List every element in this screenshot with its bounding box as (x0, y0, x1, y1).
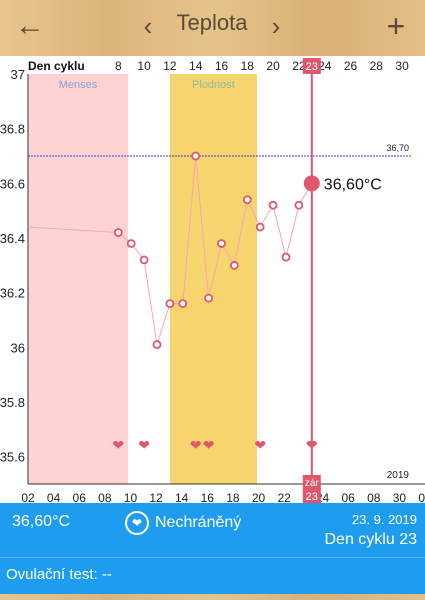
heart-icon: ❤ (254, 437, 266, 453)
previous-button[interactable]: ‹ (134, 6, 162, 46)
arrow-left-icon: ← (15, 9, 45, 42)
top-tick-label: 10 (137, 59, 151, 73)
heart-icon: ❤ (138, 437, 150, 453)
ovulation-test-label: Ovulační test: -- (6, 566, 112, 583)
heart-icon: ❤ (112, 437, 124, 453)
data-point (191, 151, 201, 161)
heart-icon: ❤ (125, 511, 149, 535)
bottom-tick-label: 08 (367, 491, 381, 503)
top-tick-label: 16 (215, 59, 229, 73)
bottom-tick-label: 14 (175, 491, 189, 503)
data-point (268, 200, 278, 210)
top-tick-label: 20 (266, 59, 280, 73)
bottom-tick-label: 02 (418, 491, 425, 503)
top-tick-label: 30 (395, 59, 409, 73)
chevron-left-icon: ‹ (143, 10, 153, 41)
y-tick-label: 35.8 (0, 395, 25, 410)
y-tick-label: 36.8 (0, 122, 25, 137)
selected-day-top-marker (302, 58, 321, 74)
selected-day-marker-label: zár (305, 478, 320, 489)
data-point (165, 299, 175, 309)
y-tick-label: 36.2 (0, 286, 25, 301)
y-tick-label: 36.6 (0, 176, 25, 191)
selected-day-bottom-marker (302, 475, 321, 503)
bottom-tick-label: 30 (393, 491, 407, 503)
bottom-tick-label: 10 (124, 491, 138, 503)
back-button[interactable]: ← (10, 6, 50, 46)
top-tick-label: 28 (370, 59, 384, 73)
top-bar: ← ‹ Teplota › + (0, 0, 425, 52)
y-tick-label: 35.6 (0, 450, 25, 465)
data-point (229, 260, 239, 270)
bottom-tick-label: 02 (21, 491, 35, 503)
top-tick-label: 8 (115, 59, 122, 73)
region-label: Menses (59, 79, 98, 91)
top-tick-label: 18 (241, 59, 255, 73)
top-tick-label: 22 (292, 59, 306, 73)
bottom-tick-label: 20 (252, 491, 266, 503)
info-bar[interactable]: 36,60°C ❤ Nechráněný 23. 9. 2019 Den cyk… (0, 503, 425, 557)
data-point (178, 299, 188, 309)
add-button[interactable]: + (376, 6, 416, 46)
heart-icon: ❤ (306, 437, 318, 453)
y-tick-label: 36 (11, 340, 25, 355)
data-point (204, 293, 214, 303)
page-title: Teplota (176, 10, 248, 35)
heart-icon: ❤ (203, 437, 215, 453)
highlight-point (303, 175, 320, 192)
ovulation-test-row[interactable]: Ovulační test: -- (0, 557, 425, 594)
heart-icon: ❤ (190, 437, 202, 453)
data-point (294, 200, 304, 210)
top-tick-label: 24 (318, 59, 332, 73)
bottom-tick-label: 06 (73, 491, 87, 503)
highlight-label: 36,60°C (324, 176, 382, 193)
top-tick-label: 14 (189, 59, 203, 73)
protection-status[interactable]: ❤ Nechráněný (125, 511, 241, 535)
bottom-tick-label: 18 (226, 491, 240, 503)
data-point (281, 252, 291, 262)
selected-day-bottom-label: 23 (306, 491, 318, 503)
top-axis-label: Den cyklu (28, 59, 85, 73)
data-point (217, 239, 226, 248)
y-tick-label: 36.4 (0, 231, 25, 246)
bottom-tick-label: 08 (98, 491, 112, 503)
top-tick-label: 12 (163, 59, 177, 73)
temperature-chart[interactable]: Menses Plodnost 37 36.8 36.6 36.4 36.2 36 35.8 35… (0, 56, 425, 503)
next-button[interactable]: › (262, 6, 290, 46)
region-label: Plodnost (192, 79, 235, 91)
year-label: 2019 (387, 470, 410, 481)
data-point (113, 228, 123, 237)
bottom-tick-label: 16 (201, 491, 215, 503)
plus-icon: + (386, 7, 406, 44)
cycle-day-value: Den cyklu 23 (324, 531, 418, 548)
region-menses (28, 74, 128, 484)
bottom-tick-label: 12 (149, 491, 163, 503)
selected-day-top-label: 23 (306, 61, 318, 73)
bottom-tick-label: 04 (47, 491, 61, 503)
y-tick-label: 37 (11, 67, 25, 82)
bottom-tick-label: 22 (277, 491, 291, 503)
top-tick-label: 26 (344, 59, 358, 73)
bottom-tick-label: 06 (341, 491, 355, 503)
data-point (255, 222, 265, 232)
data-point (242, 195, 252, 205)
protection-label: Nechráněný (155, 514, 242, 531)
date-value: 23. 9. 2019 (351, 512, 417, 527)
reference-label: 36,70 (386, 143, 409, 153)
chevron-right-icon: › (271, 10, 281, 41)
temperature-value: 36,60°C (12, 513, 70, 530)
data-point (152, 340, 162, 350)
data-point (126, 239, 136, 248)
data-point (139, 255, 149, 265)
